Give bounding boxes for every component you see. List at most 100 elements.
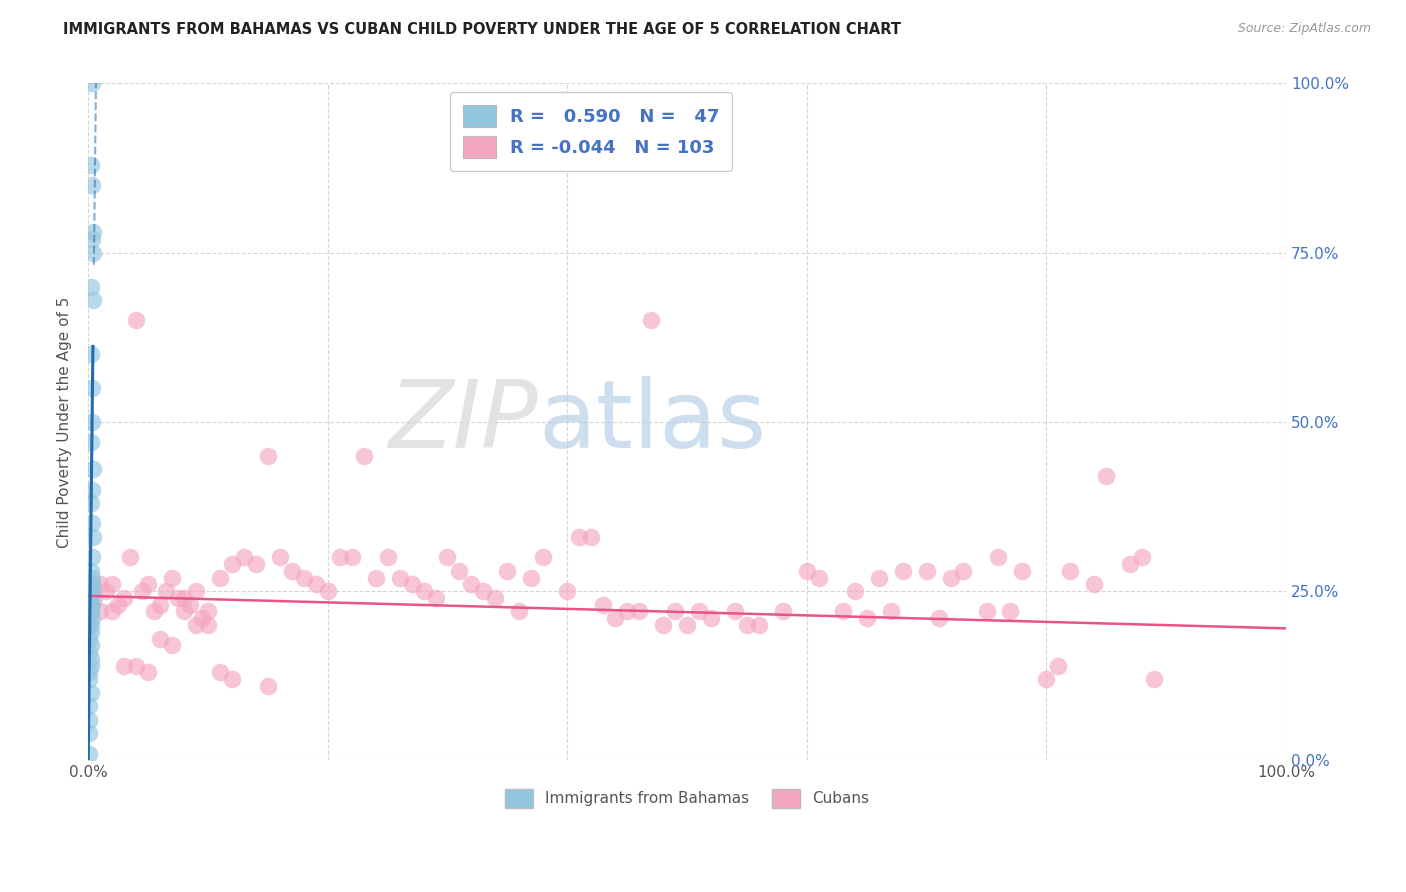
Point: [256, 679, 278, 693]
Point: [79, 435, 101, 450]
Point: [640, 313, 662, 327]
Point: [796, 564, 818, 578]
Point: [149, 598, 172, 612]
Point: [508, 604, 530, 618]
Point: [340, 550, 363, 565]
Point: [89, 604, 111, 618]
Point: [748, 618, 770, 632]
Point: [80, 77, 103, 91]
Y-axis label: Child Poverty Under the Age of 5: Child Poverty Under the Age of 5: [58, 296, 72, 548]
Point: [94, 584, 117, 599]
Point: [79, 713, 101, 727]
Point: [79, 726, 101, 740]
Point: [173, 604, 195, 618]
Point: [82, 226, 104, 240]
Text: Source: ZipAtlas.com: Source: ZipAtlas.com: [1237, 22, 1371, 36]
Point: [79, 604, 101, 618]
Point: [329, 550, 352, 565]
Point: [568, 530, 591, 544]
Point: [79, 672, 101, 686]
Point: [82, 245, 104, 260]
Point: [377, 550, 399, 565]
Point: [80, 516, 103, 531]
Point: [256, 449, 278, 463]
Point: [184, 584, 207, 599]
Point: [316, 584, 339, 599]
Point: [460, 577, 482, 591]
Point: [592, 598, 614, 612]
Point: [664, 604, 686, 618]
Point: [125, 658, 148, 673]
Point: [891, 564, 914, 578]
Point: [143, 604, 166, 618]
Point: [136, 665, 159, 680]
Point: [772, 604, 794, 618]
Point: [80, 415, 103, 429]
Point: [107, 598, 129, 612]
Point: [208, 571, 231, 585]
Point: [125, 313, 148, 327]
Point: [160, 571, 183, 585]
Point: [807, 571, 830, 585]
Point: [364, 571, 387, 585]
Point: [844, 584, 866, 599]
Point: [952, 564, 974, 578]
Point: [868, 571, 890, 585]
Point: [80, 598, 103, 612]
Point: [79, 618, 101, 632]
Point: [79, 686, 101, 700]
Legend: Immigrants from Bahamas, Cubans: Immigrants from Bahamas, Cubans: [499, 783, 875, 814]
Point: [472, 584, 495, 599]
Point: [82, 530, 104, 544]
Point: [1059, 564, 1081, 578]
Point: [80, 584, 103, 599]
Point: [79, 564, 101, 578]
Point: [269, 550, 291, 565]
Point: [531, 550, 554, 565]
Point: [179, 598, 201, 612]
Point: [79, 598, 101, 612]
Point: [80, 577, 103, 591]
Point: [79, 591, 101, 605]
Point: [628, 604, 651, 618]
Point: [388, 571, 411, 585]
Point: [112, 591, 135, 605]
Point: [79, 665, 101, 680]
Point: [79, 618, 101, 632]
Point: [915, 564, 938, 578]
Point: [82, 462, 104, 476]
Point: [79, 658, 101, 673]
Point: [149, 632, 172, 646]
Point: [1095, 469, 1118, 483]
Point: [1119, 557, 1142, 571]
Point: [831, 604, 853, 618]
Point: [80, 483, 103, 497]
Point: [605, 611, 627, 625]
Text: ZIP: ZIP: [388, 376, 537, 467]
Point: [688, 604, 710, 618]
Point: [131, 584, 153, 599]
Point: [79, 158, 101, 172]
Point: [281, 564, 304, 578]
Point: [652, 618, 675, 632]
Point: [1000, 604, 1022, 618]
Point: [79, 347, 101, 361]
Point: [879, 604, 901, 618]
Point: [167, 591, 190, 605]
Text: atlas: atlas: [538, 376, 766, 468]
Point: [79, 604, 101, 618]
Point: [79, 747, 101, 761]
Point: [208, 665, 231, 680]
Point: [80, 178, 103, 192]
Point: [449, 564, 471, 578]
Point: [976, 604, 998, 618]
Point: [80, 571, 103, 585]
Point: [305, 577, 328, 591]
Point: [197, 618, 219, 632]
Point: [735, 618, 758, 632]
Point: [292, 571, 315, 585]
Point: [496, 564, 519, 578]
Point: [79, 624, 101, 639]
Point: [83, 591, 105, 605]
Point: [676, 618, 699, 632]
